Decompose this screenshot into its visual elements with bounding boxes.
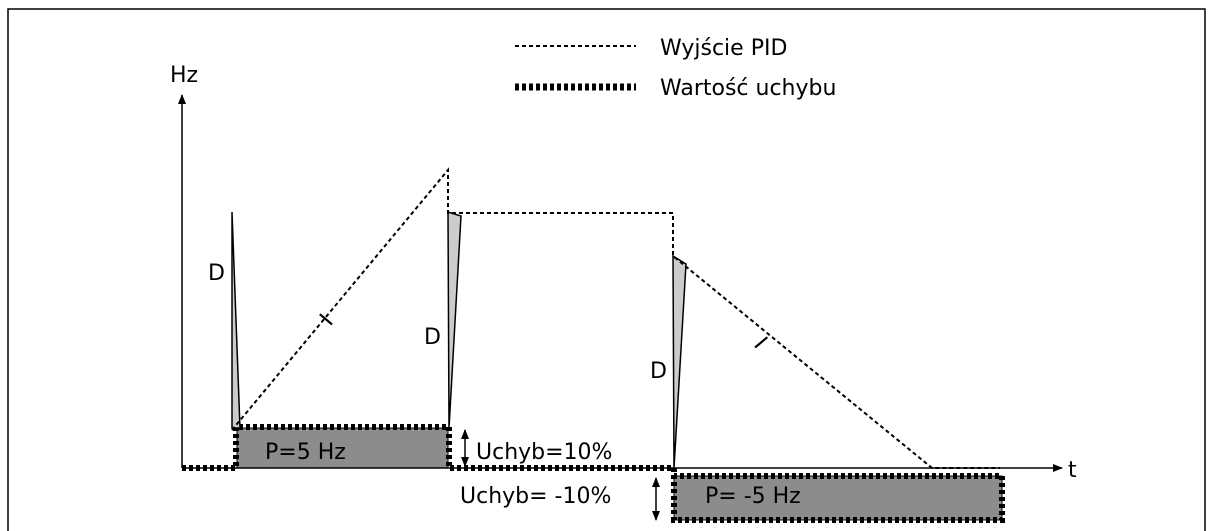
d-label: D bbox=[650, 359, 667, 384]
frame bbox=[7, 8, 1206, 531]
legend-label: Wartość uchybu bbox=[660, 76, 836, 101]
pid-line bbox=[231, 167, 1000, 469]
p-negative-box bbox=[673, 475, 1003, 521]
error-line bbox=[182, 424, 1005, 523]
d-label: D bbox=[424, 325, 441, 350]
d-spike bbox=[672, 254, 687, 469]
x-axis-label: t bbox=[1068, 458, 1077, 483]
y-axis-label: Hz bbox=[170, 63, 198, 88]
p-negative-label: P= -5 Hz bbox=[705, 484, 801, 509]
i-label: I bbox=[315, 310, 338, 331]
error-positive-label: Uchyb=10% bbox=[476, 440, 612, 465]
i-label: I bbox=[748, 333, 771, 354]
legend-label: Wyjście PID bbox=[660, 36, 787, 61]
error-negative-label: Uchyb= -10% bbox=[460, 484, 611, 509]
d-label: D bbox=[208, 261, 225, 286]
p-positive-label: P=5 Hz bbox=[265, 440, 346, 465]
d-spike bbox=[447, 210, 462, 429]
d-spike bbox=[231, 211, 241, 429]
